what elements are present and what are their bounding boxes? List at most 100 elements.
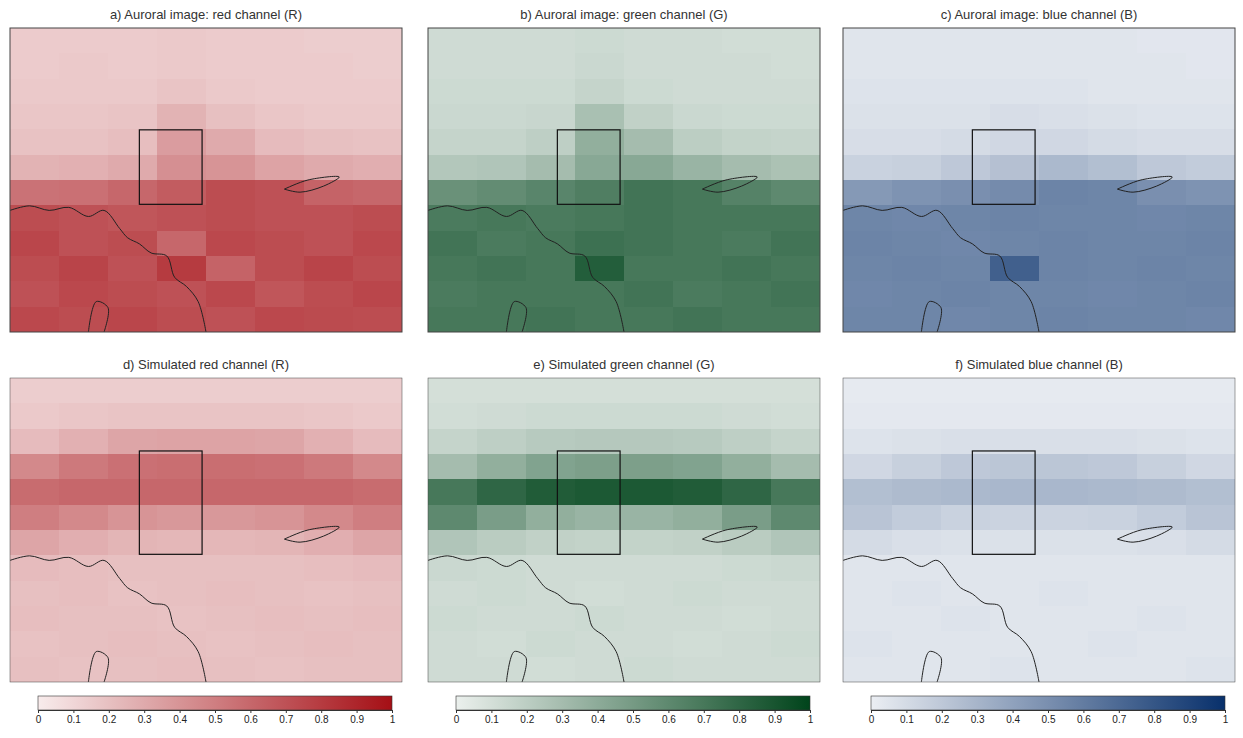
heatmap-cell	[477, 631, 527, 657]
plot-area	[843, 378, 1235, 682]
heatmap-cell	[843, 79, 893, 105]
heatmap-cell	[108, 28, 158, 54]
heatmap-cell	[722, 28, 772, 54]
heatmap-cell	[624, 581, 674, 607]
colorbar-tick-mark	[286, 710, 287, 713]
heatmap-cell	[624, 307, 674, 332]
heatmap-cell	[941, 129, 991, 155]
heatmap-cell	[990, 79, 1040, 105]
heatmap-cell	[353, 505, 402, 531]
heatmap-cell	[59, 555, 109, 581]
heatmap-cell	[892, 129, 942, 155]
colorbar-tick-mark	[1083, 710, 1084, 713]
heatmap-cell	[477, 581, 527, 607]
heatmap-cell	[1186, 429, 1235, 455]
heatmap-cell	[843, 403, 893, 429]
heatmap-cell	[771, 581, 820, 607]
heatmap-cell	[1088, 403, 1138, 429]
colorbar-tick-mark	[1225, 710, 1226, 713]
heatmap-cell	[1137, 631, 1187, 657]
panel: d) Simulated red channel (R)00.10.20.30.…	[10, 357, 403, 725]
heatmap-cell	[526, 454, 576, 480]
heatmap-cell	[771, 429, 820, 455]
heatmap-cell	[1039, 581, 1089, 607]
heatmap-cell	[722, 378, 772, 404]
heatmap-cell	[892, 378, 942, 404]
heatmap-cell	[353, 429, 402, 455]
heatmap-cell	[673, 129, 723, 155]
heatmap-cell	[1088, 205, 1138, 231]
plot-frame	[843, 28, 1235, 332]
heatmap-cell	[722, 307, 772, 332]
heatmap-cell	[1039, 505, 1089, 531]
heatmap-cell	[1186, 530, 1235, 556]
heatmap-cell	[941, 155, 991, 181]
heatmap-cell	[206, 454, 256, 480]
heatmap-cell	[477, 79, 527, 105]
heatmap-cell	[1186, 205, 1235, 231]
heatmap-cell	[10, 378, 60, 404]
heatmap-cell	[892, 505, 942, 531]
colorbar-tick-label: 0.1	[67, 714, 81, 725]
heatmap-cell	[990, 479, 1040, 505]
coastline	[88, 651, 108, 682]
heatmap-cell	[673, 28, 723, 54]
heatmap-cell	[673, 454, 723, 480]
heatmap-cell	[255, 205, 305, 231]
heatmap-cell	[157, 530, 207, 556]
colorbar-tick-mark	[598, 710, 599, 713]
heatmap-cell	[941, 479, 991, 505]
heatmap-cell	[428, 53, 478, 79]
colorbar-tick-label: 0.8	[315, 714, 329, 725]
colorbar-tick-mark	[1154, 710, 1155, 713]
colorbar-tick-mark	[38, 710, 39, 713]
heatmap-cell	[526, 79, 576, 105]
heatmap-cell	[59, 231, 109, 257]
heatmap-cell	[843, 429, 893, 455]
heatmap-cell	[941, 505, 991, 531]
heatmap-cell	[10, 530, 60, 556]
heatmap-cell	[1039, 479, 1089, 505]
heatmap-cell	[771, 180, 820, 206]
heatmap-cell	[10, 28, 60, 54]
heatmap-cell	[624, 631, 674, 657]
heatmap-cell	[990, 581, 1040, 607]
coastline	[843, 206, 1039, 332]
heatmap-cell	[673, 479, 723, 505]
heatmap-cell	[206, 479, 256, 505]
heatmap-cell	[771, 28, 820, 54]
colorbar-tick-mark	[250, 710, 251, 713]
heatmap-cell	[304, 378, 354, 404]
heatmap-cell	[428, 378, 478, 404]
heatmap-cell	[771, 505, 820, 531]
heatmap-cell	[255, 505, 305, 531]
heatmap-cell	[59, 429, 109, 455]
heatmap-cell	[892, 231, 942, 257]
heatmap-cell	[10, 429, 60, 455]
colorbar-tick: 0.2	[102, 710, 116, 725]
heatmap-cell	[722, 281, 772, 307]
heatmap-cell	[1137, 378, 1187, 404]
heatmap-cell	[941, 104, 991, 130]
heatmap-cell	[1186, 657, 1235, 682]
heatmap-cell	[255, 606, 305, 632]
heatmap-cell	[892, 454, 942, 480]
heatmap-cell	[255, 281, 305, 307]
heatmap-cell	[673, 378, 723, 404]
heatmap-cell	[941, 530, 991, 556]
heatmap-cell	[941, 205, 991, 231]
heatmap-cell	[477, 180, 527, 206]
heatmap-cell	[10, 581, 60, 607]
heatmap-cell	[575, 129, 625, 155]
heatmap-cell	[575, 454, 625, 480]
heatmap-cell	[157, 256, 207, 282]
heatmap-cell	[353, 129, 402, 155]
heatmap-cell	[59, 104, 109, 130]
heatmap-cell	[477, 555, 527, 581]
coastline	[284, 176, 339, 192]
heatmap-cell	[255, 307, 305, 332]
heatmap-cell	[108, 378, 158, 404]
colorbar-tick: 0.3	[138, 710, 152, 725]
plot-area	[428, 378, 820, 682]
heatmap-cell	[624, 454, 674, 480]
